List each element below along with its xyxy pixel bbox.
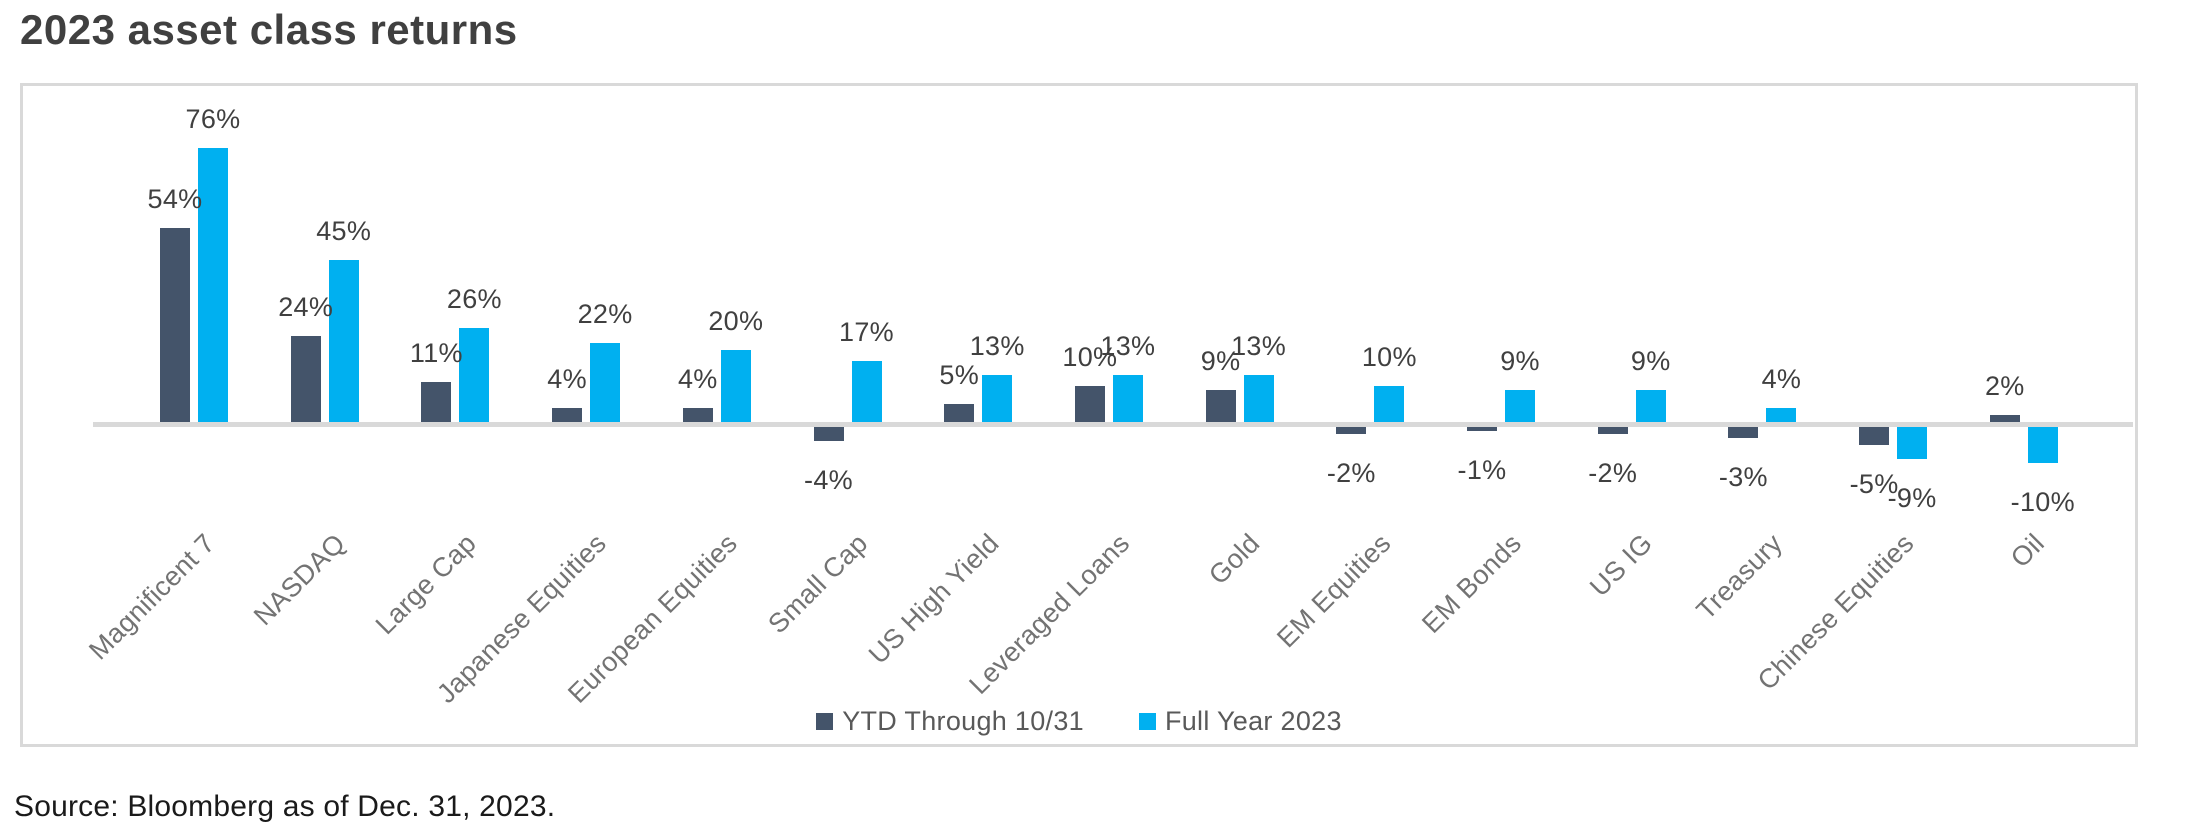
value-label-full-year-2023-em-bonds: 9% — [1500, 345, 1540, 376]
value-label-full-year-2023-magnificent-7: 76% — [185, 104, 241, 135]
bar-full-year-2023-em-bonds — [1505, 389, 1535, 422]
value-label-ytd-through-10-31-magnificent-7: 54% — [147, 183, 203, 214]
value-label-ytd-through-10-31-gold: 9% — [1200, 345, 1241, 376]
legend-label-ytd: YTD Through 10/31 — [842, 705, 1084, 736]
category-label-small-cap: Small Cap — [762, 528, 874, 640]
source-attribution: Source: Bloomberg as of Dec. 31, 2023. — [14, 790, 556, 823]
value-label-ytd-through-10-31-treasury: -3% — [1718, 461, 1768, 492]
category-label-large-cap: Large Cap — [369, 528, 482, 641]
bar-full-year-2023-leveraged-loans — [1112, 375, 1143, 422]
value-label-ytd-through-10-31-oil: 2% — [1984, 370, 2025, 401]
value-label-full-year-2023-oil: -10% — [2010, 487, 2075, 517]
category-label-em-bonds: EM Bonds — [1416, 528, 1528, 639]
bar-ytd-through-10-31-em-bonds — [1467, 427, 1497, 431]
value-label-ytd-through-10-31-us-high-yield: 5% — [939, 360, 979, 390]
chart-legend: YTD Through 10/31 Full Year 2023 — [23, 704, 2135, 738]
bar-ytd-through-10-31-treasury — [1728, 427, 1759, 438]
legend-label-full-year: Full Year 2023 — [1164, 705, 1342, 736]
bar-ytd-through-10-31-gold — [1205, 389, 1236, 422]
category-label-oil: Oil — [2004, 528, 2051, 574]
bar-ytd-through-10-31-large-cap — [421, 382, 452, 422]
category-label-gold: Gold — [1203, 528, 1266, 591]
chart-plot-area: 54% 76% 24% 45% 11% 26% 4% 22% 4% 20% -4% 17% 5% 13% 1… — [20, 83, 2138, 747]
bar-full-year-2023-treasury — [1766, 407, 1797, 422]
bar-ytd-through-10-31-nasdaq — [290, 335, 321, 422]
bar-full-year-2023-magnificent-7 — [198, 148, 228, 422]
category-label-nasdaq: NASDAQ — [247, 528, 351, 632]
value-label-full-year-2023-gold: 13% — [1231, 331, 1287, 362]
bar-full-year-2023-gold — [1243, 375, 1274, 422]
bar-ytd-through-10-31-japanese-equities — [552, 407, 583, 422]
bar-full-year-2023-em-equities — [1374, 386, 1405, 422]
bar-ytd-through-10-31-us-high-yield — [944, 404, 975, 422]
legend-item-ytd: YTD Through 10/31 — [816, 706, 1084, 737]
bar-ytd-through-10-31-small-cap — [813, 427, 844, 442]
value-label-ytd-through-10-31-nasdaq: 24% — [278, 291, 334, 322]
bar-full-year-2023-us-high-yield — [982, 375, 1013, 422]
value-label-ytd-through-10-31-em-bonds: -1% — [1457, 454, 1507, 485]
bar-ytd-through-10-31-european-equities — [682, 407, 713, 422]
bar-ytd-through-10-31-oil — [1989, 414, 2020, 422]
value-label-ytd-through-10-31-small-cap: -4% — [804, 465, 853, 496]
value-label-ytd-through-10-31-large-cap: 11% — [409, 338, 463, 369]
value-label-full-year-2023-leveraged-loans: 13% — [1100, 331, 1156, 362]
value-label-full-year-2023-european-equities: 20% — [708, 306, 764, 336]
value-label-full-year-2023-large-cap: 26% — [446, 284, 502, 315]
bar-ytd-through-10-31-leveraged-loans — [1074, 386, 1105, 422]
x-axis-baseline — [93, 422, 2133, 427]
bar-full-year-2023-chinese-equities — [1897, 427, 1928, 460]
value-label-full-year-2023-small-cap: 17% — [839, 316, 894, 347]
bar-full-year-2023-us-ig — [1635, 389, 1666, 422]
bar-full-year-2023-japanese-equities — [590, 342, 621, 422]
value-label-full-year-2023-chinese-equities: -9% — [1887, 483, 1937, 514]
bar-ytd-through-10-31-em-equities — [1336, 427, 1367, 435]
category-label-magnificent-7: Magnificent 7 — [82, 528, 221, 666]
value-label-ytd-through-10-31-us-ig: -2% — [1588, 458, 1638, 489]
bar-ytd-through-10-31-chinese-equities — [1859, 427, 1890, 445]
bar-full-year-2023-oil — [2027, 427, 2058, 463]
value-label-ytd-through-10-31-leveraged-loans: 10% — [1062, 342, 1118, 372]
bar-ytd-through-10-31-us-ig — [1597, 427, 1628, 435]
value-label-ytd-through-10-31-european-equities: 4% — [677, 363, 718, 394]
value-label-ytd-through-10-31-chinese-equities: -5% — [1849, 469, 1899, 499]
value-label-ytd-through-10-31-em-equities: -2% — [1326, 458, 1376, 489]
value-label-full-year-2023-us-ig: 9% — [1630, 345, 1671, 376]
bar-full-year-2023-large-cap — [459, 328, 490, 422]
category-label-em-equities: EM Equities — [1271, 528, 1397, 654]
bar-full-year-2023-european-equities — [720, 350, 751, 422]
value-label-full-year-2023-nasdaq: 45% — [316, 216, 372, 246]
bar-full-year-2023-nasdaq — [328, 260, 359, 422]
legend-swatch-ytd — [816, 712, 834, 730]
bar-full-year-2023-small-cap — [851, 360, 882, 422]
category-label-us-ig: US IG — [1583, 528, 1658, 603]
value-label-full-year-2023-japanese-equities: 22% — [577, 298, 633, 329]
category-label-treasury: Treasury — [1691, 528, 1789, 626]
value-label-full-year-2023-treasury: 4% — [1761, 363, 1802, 394]
bar-ytd-through-10-31-magnificent-7 — [160, 227, 190, 422]
value-label-full-year-2023-us-high-yield: 13% — [969, 331, 1025, 362]
category-label-us-high-yield: US High Yield — [862, 528, 1005, 670]
legend-item-full-year: Full Year 2023 — [1138, 705, 1342, 737]
page-title: 2023 asset class returns — [20, 6, 518, 53]
value-label-ytd-through-10-31-japanese-equities: 4% — [547, 363, 587, 394]
value-label-full-year-2023-em-equities: 10% — [1361, 342, 1417, 372]
legend-swatch-full-year — [1138, 712, 1156, 730]
